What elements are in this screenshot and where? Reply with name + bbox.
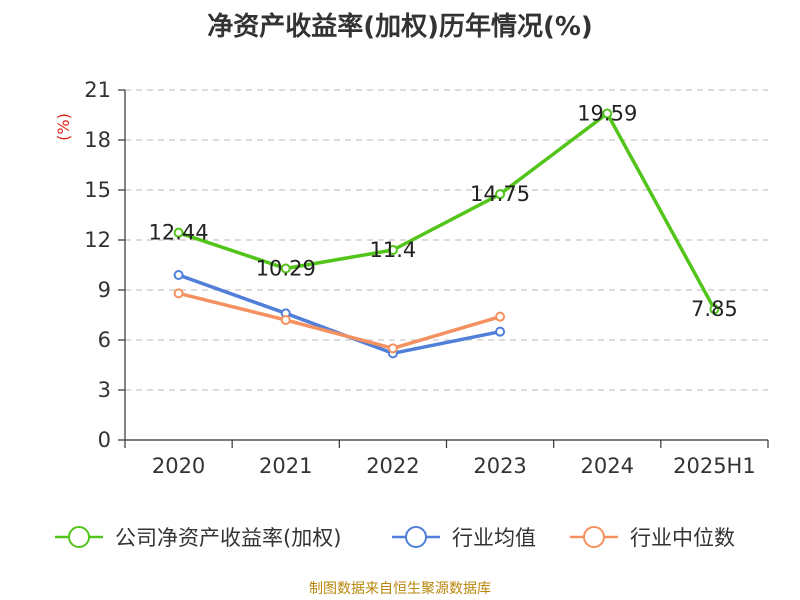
- y-tick-label: 9: [98, 278, 111, 302]
- x-tick-label: 2022: [366, 454, 419, 478]
- x-tick-label: 2021: [259, 454, 312, 478]
- data-point: [280, 315, 291, 325]
- x-tick-label: 2025H1: [673, 454, 756, 478]
- legend-marker: [68, 526, 90, 548]
- x-tick-label: 2023: [473, 454, 526, 478]
- grid-lines: [125, 89, 768, 391]
- y-tick-label: 18: [84, 128, 111, 152]
- legend-label: 行业中位数: [630, 526, 735, 550]
- legend: 公司净资产收益率(加权) 行业均值 行业中位数: [55, 526, 735, 550]
- data-label: 7.85: [691, 297, 738, 321]
- data-label: 12.44: [149, 221, 209, 245]
- x-tick-label: 2024: [581, 454, 634, 478]
- axes: 0 3 6 9 12 15 18 21 2020 2021 2022 2023 2024 2025H1: [84, 78, 769, 478]
- data-point: [495, 326, 506, 337]
- y-tick-label: 15: [84, 178, 111, 202]
- data-point: [387, 343, 398, 354]
- y-tick-label: 6: [98, 328, 111, 352]
- x-tick-label: 2020: [152, 454, 205, 478]
- data-label: 14.75: [470, 182, 530, 206]
- legend-label: 公司净资产收益率(加权): [115, 526, 341, 550]
- source-note: 制图数据来自恒生聚源数据库: [309, 581, 491, 597]
- series-layer: [173, 108, 720, 359]
- series-line: [178, 291, 501, 351]
- legend-marker: [405, 526, 427, 548]
- data-point: [495, 189, 506, 200]
- chart-title: 净资产收益率(加权)历年情况(%): [207, 12, 593, 42]
- data-point: [387, 245, 398, 255]
- y-tick-label: 3: [98, 378, 111, 402]
- y-tick-label: 0: [98, 428, 111, 452]
- data-point: [495, 311, 506, 322]
- data-label: 11.4: [370, 238, 417, 262]
- data-point: [280, 263, 291, 274]
- legend-marker: [583, 526, 605, 548]
- data-label: 19.59: [577, 102, 637, 126]
- series-line: [178, 111, 716, 311]
- data-point: [602, 108, 613, 119]
- y-tick-label: 12: [84, 228, 111, 252]
- data-label: 10.29: [256, 257, 316, 281]
- y-tick-label: 21: [84, 78, 111, 102]
- data-point: [709, 304, 720, 315]
- data-labels: 12.44 10.29 11.4 14.75 19.59 7.85: [149, 102, 738, 322]
- y-axis-unit: (%): [54, 113, 73, 141]
- data-point: [173, 227, 184, 238]
- data-point: [173, 270, 184, 280]
- data-point: [173, 288, 184, 299]
- legend-label: 行业均值: [452, 526, 536, 550]
- series-line: [177, 273, 501, 356]
